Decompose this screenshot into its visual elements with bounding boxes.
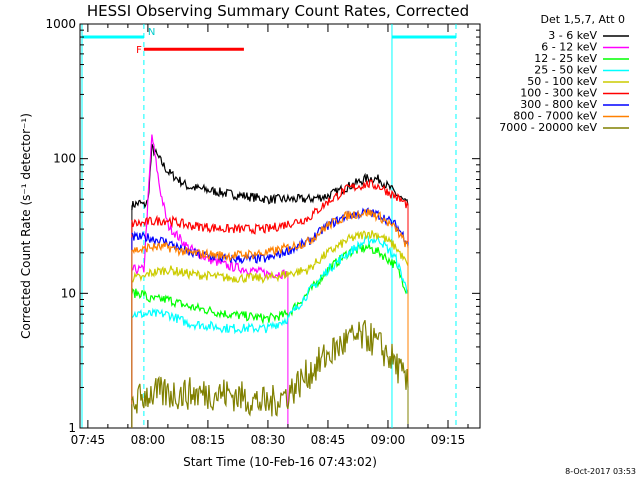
plot-area: FN 07:45 08:00 08:15 08:30 08:45 09:00 09:15 1 1…: [45, 17, 481, 447]
x-tick-label-2: 08:15: [191, 433, 226, 447]
y-axis-label-group: Corrected Count Rate (s⁻¹ detector⁻¹): [19, 113, 33, 339]
series-line-5: [131, 178, 409, 235]
x-tick-label-4: 08:45: [311, 433, 346, 447]
timestamp: 8-Oct-2017 03:53: [565, 467, 636, 476]
legend-label-4: 50 - 100 keV: [527, 75, 597, 88]
series-line-0: [131, 143, 409, 211]
flare-flag-label: F: [136, 45, 142, 56]
x-tick-label-5: 09:00: [371, 433, 406, 447]
chart-title: HESSI Observing Summary Count Rates, Cor…: [87, 2, 469, 20]
y-tick-label-2: 100: [53, 152, 76, 166]
legend-label-1: 6 - 12 keV: [541, 41, 597, 54]
legend-label-8: 7000 - 20000 keV: [499, 121, 597, 134]
y-tick-label-1: 10: [61, 286, 76, 300]
x-tick-label-0: 07:45: [71, 433, 106, 447]
series-line-7: [131, 208, 409, 263]
x-axis-label: Start Time (10-Feb-16 07:43:02): [183, 455, 377, 469]
legend-label-2: 12 - 25 keV: [534, 52, 597, 65]
annotations: FN: [81, 24, 457, 428]
x-tick-label-1: 08:00: [131, 433, 166, 447]
y-axis-label: Corrected Count Rate (s⁻¹ detector⁻¹): [19, 113, 33, 339]
legend-title: Det 1,5,7, Att 0: [541, 13, 625, 26]
y-tick-label-3: 1000: [45, 17, 76, 31]
plot-frame: [79, 23, 481, 429]
y-tick-label-0: 1: [68, 421, 76, 435]
series-line-3: [131, 234, 409, 335]
series-line-6: [131, 207, 409, 265]
series-line-2: [131, 242, 409, 325]
legend-label-3: 25 - 50 keV: [534, 64, 597, 77]
legend-label-6: 300 - 800 keV: [520, 98, 597, 111]
series-line-4: [131, 230, 409, 284]
night-flag-label: N: [148, 27, 155, 38]
legend-label-7: 800 - 7000 keV: [513, 110, 597, 123]
axis-ticks: 07:45 08:00 08:15 08:30 08:45 09:00 09:15 1 10 10…: [45, 17, 480, 447]
series-line-8: [131, 319, 409, 417]
series-layer: [131, 134, 409, 428]
x-tick-label-6: 09:15: [431, 433, 466, 447]
x-tick-label-3: 08:30: [251, 433, 286, 447]
legend-label-5: 100 - 300 keV: [520, 87, 597, 100]
legend-label-0: 3 - 6 keV: [548, 29, 597, 42]
